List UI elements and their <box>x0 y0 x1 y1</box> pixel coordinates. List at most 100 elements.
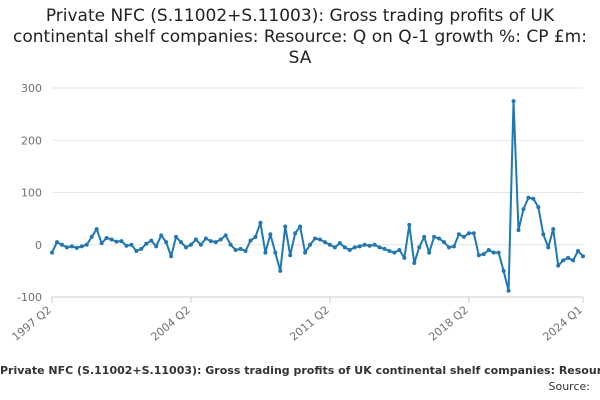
data-point <box>139 246 144 251</box>
data-point <box>89 234 94 239</box>
data-point <box>303 250 308 255</box>
data-point <box>258 220 263 225</box>
data-point <box>526 195 531 200</box>
data-point <box>317 237 322 242</box>
data-point <box>243 249 248 254</box>
data-point <box>174 234 179 239</box>
data-point <box>154 244 159 249</box>
data-point <box>213 240 218 245</box>
data-point <box>357 244 362 249</box>
y-tick-label: 100 <box>21 187 42 200</box>
data-point <box>486 247 491 252</box>
data-point <box>367 243 372 248</box>
data-point <box>362 242 367 247</box>
data-point <box>456 232 461 237</box>
data-point <box>461 234 466 239</box>
data-point <box>427 250 432 255</box>
data-point <box>179 240 184 245</box>
data-point <box>437 236 442 241</box>
data-point <box>551 227 556 232</box>
data-point <box>109 237 114 242</box>
x-axis: 1997 Q2 2004 Q2 2011 Q2 2018 Q2 2024 Q1 <box>9 296 585 344</box>
data-point <box>293 231 298 236</box>
x-tick-label: 1997 Q2 <box>9 303 53 343</box>
data-point <box>288 253 293 258</box>
data-point <box>392 250 397 255</box>
data-point <box>372 242 377 247</box>
data-point <box>576 249 581 254</box>
data-point <box>54 240 59 245</box>
data-point <box>144 241 149 246</box>
data-point <box>263 250 268 255</box>
gridlines <box>52 87 583 298</box>
data-point <box>337 241 342 246</box>
data-point <box>476 253 481 258</box>
data-point <box>159 233 164 238</box>
data-point <box>521 207 526 212</box>
data-point <box>313 236 318 241</box>
data-point <box>422 234 427 239</box>
data-point <box>104 235 109 240</box>
data-point <box>253 234 258 239</box>
data-point <box>183 245 188 250</box>
data-point <box>352 245 357 250</box>
data-point <box>342 245 347 250</box>
y-tick-label: 300 <box>21 82 42 95</box>
data-point <box>64 245 69 250</box>
data-point <box>248 238 253 243</box>
data-point <box>481 252 486 257</box>
data-point <box>402 255 407 260</box>
data-point <box>238 246 243 251</box>
footer-caption: Private NFC (S.11002+S.11003): Gross tra… <box>0 364 600 377</box>
data-point <box>114 239 119 244</box>
y-axis-ticks: -100 0 100 200 300 <box>17 82 42 304</box>
data-point <box>442 240 447 245</box>
data-point <box>233 247 238 252</box>
y-tick-label: 0 <box>35 239 42 252</box>
data-point <box>69 244 74 249</box>
data-point <box>447 245 452 250</box>
data-point <box>511 99 516 104</box>
data-point <box>322 240 327 245</box>
data-point <box>223 233 228 238</box>
data-point <box>397 247 402 252</box>
data-point <box>99 241 104 246</box>
data-point <box>119 239 124 244</box>
data-point <box>432 234 437 239</box>
data-point <box>84 242 89 247</box>
data-point <box>124 243 129 248</box>
data-point <box>208 239 213 244</box>
data-point <box>556 263 561 268</box>
data-point <box>471 231 476 236</box>
data-point <box>377 245 382 250</box>
data-point <box>94 227 99 232</box>
data-point <box>387 249 392 254</box>
y-tick-label: 200 <box>21 134 42 147</box>
data-point <box>382 246 387 251</box>
data-point <box>79 244 84 249</box>
data-point <box>407 222 412 227</box>
data-point <box>188 242 193 247</box>
data-point <box>169 254 174 259</box>
data-point <box>581 254 585 259</box>
data-point <box>268 232 273 237</box>
data-point <box>273 250 278 255</box>
data-point <box>50 250 54 255</box>
data-point <box>451 244 456 249</box>
data-point <box>283 224 288 229</box>
data-point <box>466 231 471 236</box>
x-tick-label: 2004 Q2 <box>148 303 192 343</box>
data-point <box>566 255 571 260</box>
series-group <box>50 99 585 293</box>
data-point <box>308 242 313 247</box>
data-point <box>134 249 139 254</box>
data-point <box>546 245 551 250</box>
data-point <box>541 232 546 237</box>
data-point <box>228 242 233 247</box>
data-point <box>412 261 417 266</box>
data-point <box>417 245 422 250</box>
data-point <box>491 250 496 255</box>
data-point <box>506 288 511 293</box>
x-tick-label: 2011 Q2 <box>287 303 331 343</box>
